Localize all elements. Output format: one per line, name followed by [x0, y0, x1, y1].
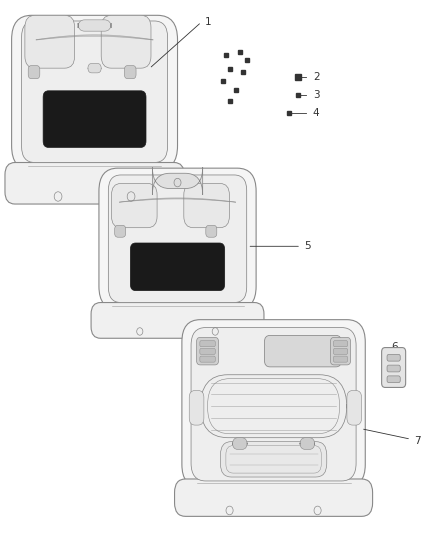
FancyBboxPatch shape: [333, 341, 348, 347]
FancyBboxPatch shape: [108, 175, 247, 303]
FancyBboxPatch shape: [124, 66, 136, 79]
FancyBboxPatch shape: [25, 15, 74, 68]
Text: 7: 7: [415, 436, 421, 446]
FancyBboxPatch shape: [184, 183, 230, 228]
FancyBboxPatch shape: [387, 365, 400, 372]
Text: 3: 3: [313, 90, 319, 100]
FancyBboxPatch shape: [101, 15, 151, 68]
FancyBboxPatch shape: [197, 337, 219, 365]
FancyBboxPatch shape: [88, 63, 101, 73]
Circle shape: [174, 179, 181, 187]
FancyBboxPatch shape: [330, 337, 350, 365]
FancyBboxPatch shape: [28, 66, 40, 79]
FancyBboxPatch shape: [200, 356, 215, 362]
FancyBboxPatch shape: [12, 15, 177, 170]
FancyBboxPatch shape: [381, 348, 406, 387]
FancyBboxPatch shape: [115, 225, 126, 237]
FancyBboxPatch shape: [220, 442, 327, 477]
Text: 2: 2: [313, 72, 319, 82]
FancyBboxPatch shape: [21, 21, 168, 163]
FancyBboxPatch shape: [200, 375, 347, 438]
FancyBboxPatch shape: [112, 183, 157, 228]
FancyBboxPatch shape: [78, 20, 111, 31]
FancyBboxPatch shape: [347, 391, 362, 425]
FancyBboxPatch shape: [265, 335, 342, 367]
Text: 5: 5: [304, 241, 311, 251]
FancyBboxPatch shape: [91, 303, 264, 338]
FancyBboxPatch shape: [182, 320, 365, 487]
FancyBboxPatch shape: [189, 391, 204, 425]
FancyBboxPatch shape: [175, 479, 373, 516]
FancyBboxPatch shape: [200, 341, 215, 347]
FancyBboxPatch shape: [233, 438, 247, 449]
FancyBboxPatch shape: [152, 167, 203, 195]
FancyBboxPatch shape: [387, 376, 400, 383]
Text: 6: 6: [392, 342, 398, 352]
FancyBboxPatch shape: [99, 168, 256, 309]
Text: 4: 4: [313, 108, 319, 118]
FancyBboxPatch shape: [387, 354, 400, 361]
FancyBboxPatch shape: [200, 349, 215, 354]
FancyBboxPatch shape: [43, 91, 146, 148]
FancyBboxPatch shape: [333, 349, 348, 354]
FancyBboxPatch shape: [333, 356, 348, 362]
Text: 1: 1: [205, 17, 212, 27]
FancyBboxPatch shape: [191, 328, 356, 481]
FancyBboxPatch shape: [206, 225, 217, 237]
FancyBboxPatch shape: [300, 438, 314, 449]
FancyBboxPatch shape: [131, 243, 225, 290]
FancyBboxPatch shape: [5, 163, 184, 204]
